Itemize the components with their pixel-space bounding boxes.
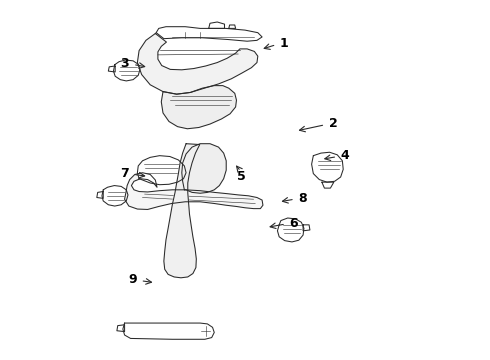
Polygon shape xyxy=(161,86,237,129)
Polygon shape xyxy=(164,144,200,278)
Polygon shape xyxy=(137,33,258,94)
Text: 8: 8 xyxy=(298,192,307,205)
Polygon shape xyxy=(124,173,263,210)
Polygon shape xyxy=(303,225,310,231)
Text: 4: 4 xyxy=(341,149,349,162)
Polygon shape xyxy=(108,66,115,72)
Polygon shape xyxy=(229,25,236,28)
Text: 2: 2 xyxy=(329,117,338,130)
Polygon shape xyxy=(123,323,214,339)
Text: 3: 3 xyxy=(121,57,129,70)
Polygon shape xyxy=(97,192,103,198)
Polygon shape xyxy=(312,152,343,182)
Polygon shape xyxy=(209,22,224,28)
Polygon shape xyxy=(102,185,128,206)
Text: 6: 6 xyxy=(289,217,298,230)
Text: 5: 5 xyxy=(237,170,246,183)
Polygon shape xyxy=(137,156,186,185)
Polygon shape xyxy=(322,182,334,188)
Polygon shape xyxy=(277,218,304,242)
Polygon shape xyxy=(182,144,226,193)
Text: 7: 7 xyxy=(121,167,129,180)
Polygon shape xyxy=(117,325,124,332)
Polygon shape xyxy=(156,27,262,41)
Text: 9: 9 xyxy=(128,274,137,287)
Polygon shape xyxy=(114,60,140,81)
Text: 1: 1 xyxy=(280,37,289,50)
